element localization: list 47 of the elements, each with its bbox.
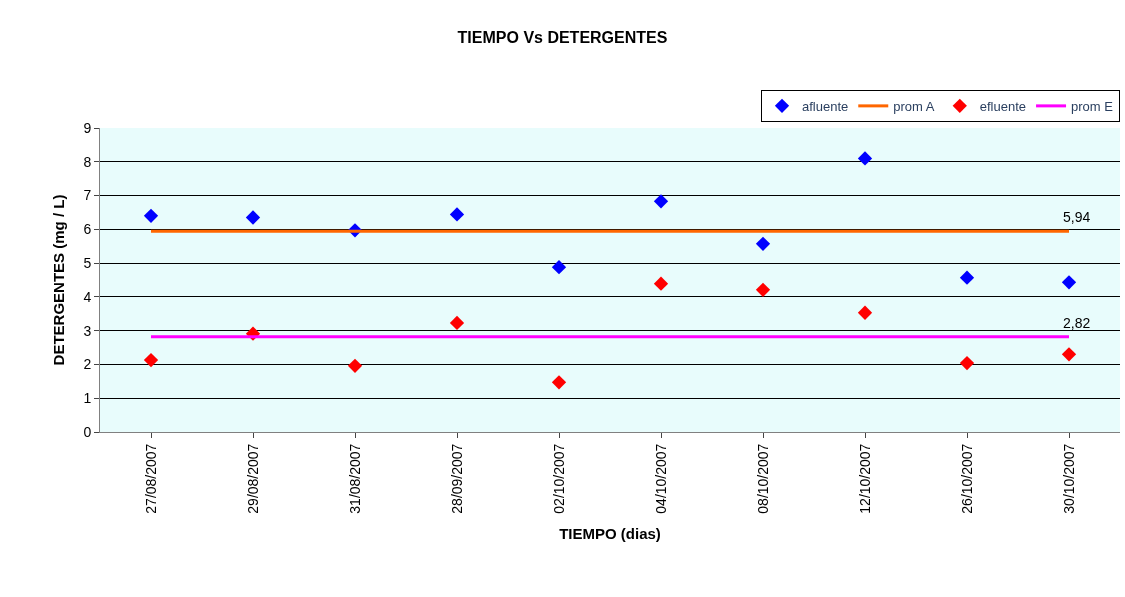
- y-tick-label: 0: [83, 423, 92, 440]
- point: [959, 270, 975, 285]
- point: [959, 355, 975, 371]
- point: [653, 194, 669, 209]
- point: [143, 352, 159, 368]
- x-tick-label: 30/10/2007: [1060, 443, 1077, 514]
- legend-label: efluente: [979, 98, 1027, 114]
- x-axis-title: TIEMPO (dias): [559, 524, 661, 542]
- point: [551, 375, 567, 390]
- x-tick-label: 27/08/2007: [142, 443, 159, 514]
- point: [755, 236, 771, 252]
- legend-label: prom A: [893, 98, 935, 114]
- legend-label: afluente: [802, 98, 849, 114]
- x-tick-label: 28/09/2007: [448, 443, 465, 514]
- point: [245, 210, 261, 225]
- y-tick-label: 7: [83, 187, 92, 204]
- x-tick-label: 26/10/2007: [958, 443, 975, 514]
- point: [449, 315, 465, 331]
- x-tick-label: 31/08/2007: [346, 443, 363, 514]
- y-tick-label: 5: [83, 255, 92, 272]
- legend-label: prom E: [1071, 98, 1114, 114]
- point: [347, 358, 363, 373]
- x-tick-label: 29/08/2007: [244, 443, 261, 514]
- point: [653, 276, 669, 291]
- point: [1061, 275, 1077, 290]
- point: [857, 151, 873, 166]
- point: [449, 207, 465, 222]
- x-tick-label: 12/10/2007: [856, 443, 873, 514]
- point: [143, 208, 159, 223]
- y-tick-label: 3: [83, 322, 92, 339]
- point: [551, 260, 567, 275]
- chart-title: TIEMPO Vs DETERGENTES: [457, 29, 668, 47]
- point: [755, 282, 771, 297]
- annotation: 5,94: [1063, 209, 1091, 225]
- x-tick-label: 02/10/2007: [550, 443, 567, 514]
- x-tick-label: 08/10/2007: [754, 443, 771, 514]
- y-tick-label: 4: [83, 288, 92, 305]
- y-tick-label: 2: [83, 356, 92, 373]
- y-axis-title: DETERGENTES (mg / L): [49, 194, 67, 366]
- y-tick-label: 9: [83, 119, 92, 136]
- point: [1061, 347, 1077, 362]
- annotation: 2,82: [1063, 315, 1091, 331]
- point: [857, 305, 873, 320]
- y-tick-label: 8: [83, 153, 92, 170]
- x-tick-label: 04/10/2007: [652, 443, 669, 514]
- y-tick-label: 6: [83, 221, 92, 238]
- y-tick-label: 1: [83, 390, 92, 407]
